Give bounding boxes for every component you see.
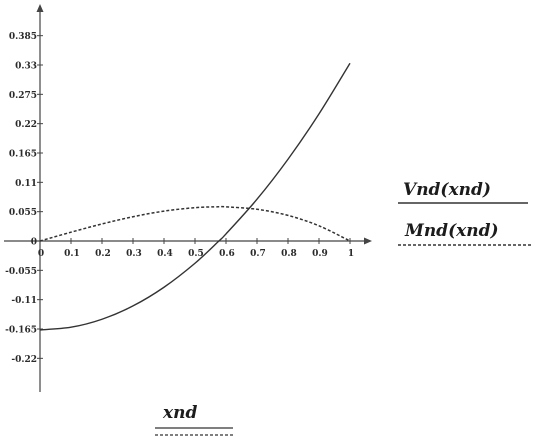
- x-axis-label: xnd: [162, 403, 197, 423]
- y-tick-label: -0.165: [5, 326, 37, 336]
- y-tick-label: 0: [31, 238, 37, 248]
- x-tick-label: 0.7: [250, 249, 266, 259]
- x-tick-label: 0.5: [188, 249, 204, 259]
- x-axis-label-group: xnd: [155, 403, 233, 436]
- x-tick-label: 0.1: [64, 249, 80, 259]
- y-tick-label: -0.22: [11, 355, 37, 365]
- x-tick-label: 0.3: [126, 249, 142, 259]
- x-tick-label: 0.4: [157, 249, 173, 259]
- y-tick-label: 0.385: [9, 32, 37, 42]
- y-tick-label: 0.33: [15, 62, 37, 72]
- series-vnd-line: [39, 62, 351, 331]
- y-tick-label: 0.22: [15, 120, 37, 130]
- x-tick-label: 0.8: [281, 249, 297, 259]
- x-tick-label: 0.6: [219, 249, 235, 259]
- y-tick-label: -0.055: [5, 267, 37, 277]
- y-tick-label: 0.055: [9, 208, 37, 218]
- y-tick-label: 0.165: [9, 150, 37, 160]
- x-tick-label: 0.9: [312, 249, 328, 259]
- x-tick-label: 1: [348, 249, 354, 259]
- y-tick-label: 0.275: [9, 91, 37, 101]
- legend-label-mnd: Mnd(xnd): [404, 221, 499, 241]
- y-axis-arrow: [36, 4, 44, 12]
- series-layer: [39, 62, 351, 331]
- x-tick-label: 0: [38, 249, 44, 259]
- legend-label-vnd: Vnd(xnd): [403, 180, 491, 200]
- axes: [4, 4, 372, 392]
- x-axis-arrow: [364, 237, 372, 245]
- x-ticks: 0 0.1 0.2 0.3 0.4 0.5 0.6 0.7 0.8 0.9 1: [38, 238, 354, 259]
- y-tick-label: 0.11: [15, 179, 37, 189]
- x-tick-label: 0.2: [95, 249, 111, 259]
- legend: Vnd(xnd) Mnd(xnd): [398, 180, 533, 246]
- y-tick-label: -0.11: [11, 296, 37, 306]
- series-mnd-line: [39, 205, 351, 242]
- y-ticks: 0.3850.330.2750.220.1650.110.0550-0.055-…: [5, 32, 43, 365]
